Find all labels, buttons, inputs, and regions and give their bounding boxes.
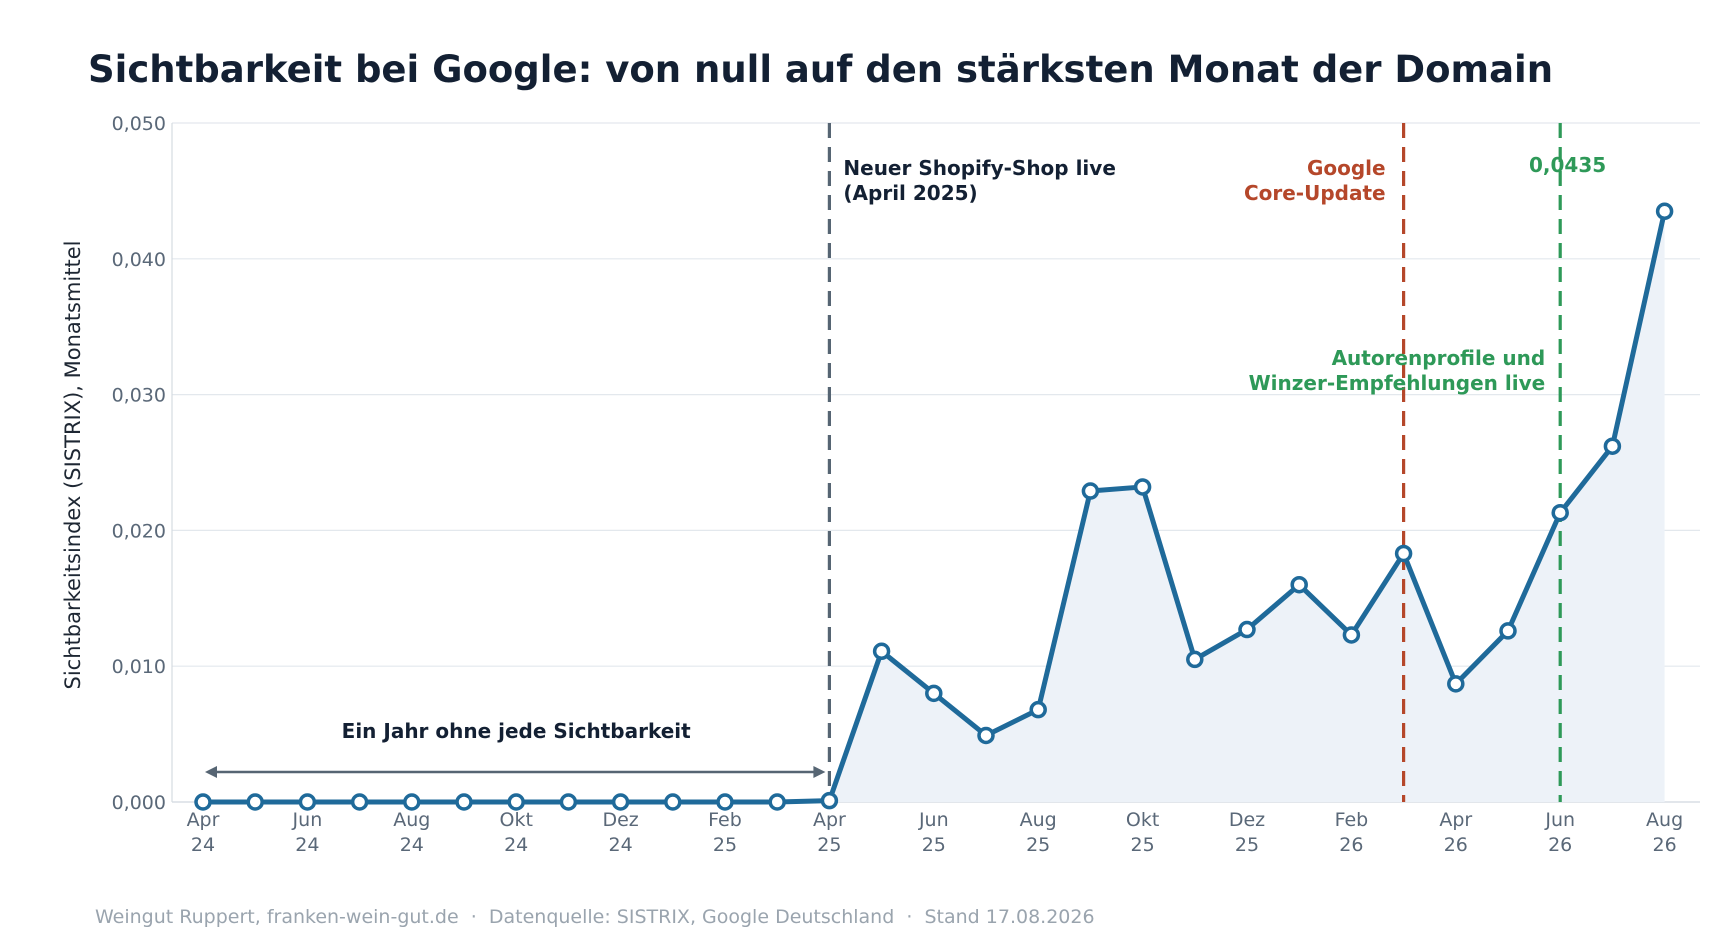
data-point: [820, 791, 839, 810]
x-tick-month: Jun: [918, 809, 949, 831]
data-point: [1499, 622, 1517, 640]
event-label: Winzer-Empfehlungen live: [1249, 371, 1546, 395]
y-axis-label: Sichtbarkeitsindex (SISTRIX), Monatsmitt…: [61, 241, 85, 690]
event-label: Core-Update: [1244, 181, 1386, 205]
data-point: [455, 793, 473, 811]
x-tick-year: 24: [295, 834, 319, 856]
x-tick-year: 25: [713, 834, 737, 856]
data-point: [1394, 544, 1413, 563]
data-point: [716, 793, 734, 811]
range-annotation-label: Ein Jahr ohne jede Sichtbarkeit: [342, 719, 692, 743]
series-area: [203, 211, 1665, 802]
x-tick-month: Aug: [1020, 809, 1057, 831]
event-label: Google: [1307, 156, 1386, 180]
data-point: [611, 793, 630, 811]
x-tick-year: 24: [191, 834, 215, 856]
data-point: [1290, 575, 1308, 594]
x-tick-year: 26: [1653, 834, 1677, 856]
data-point: [194, 793, 212, 811]
data-point: [507, 793, 525, 811]
y-tick-label: 0,050: [112, 113, 166, 135]
x-tick-year: 25: [922, 834, 946, 856]
x-tick-year: 26: [1444, 834, 1468, 856]
data-point: [925, 684, 943, 703]
x-tick-month: Dez: [1229, 809, 1265, 831]
peak-value-label: 0,0435: [1529, 153, 1606, 177]
range-arrow-head-left: [205, 766, 217, 778]
x-tick-year: 25: [1235, 834, 1259, 856]
x-tick-month: Jun: [292, 809, 323, 831]
data-point: [1081, 482, 1100, 500]
y-tick-label: 0,040: [112, 249, 166, 271]
x-tick-month: Okt: [499, 809, 532, 831]
data-point: [1238, 620, 1256, 639]
data-point: [1603, 437, 1622, 455]
data-point: [1029, 700, 1047, 719]
x-tick-year: 24: [609, 834, 633, 856]
data-point: [1551, 503, 1569, 522]
data-point: [403, 793, 421, 811]
data-point: [977, 726, 995, 745]
event-label: Autorenprofile und: [1332, 346, 1546, 370]
data-point: [768, 793, 786, 811]
x-tick-month: Apr: [813, 809, 846, 831]
x-tick-month: Apr: [187, 809, 220, 831]
chart-title: Sichtbarkeit bei Google: von null auf de…: [88, 48, 1553, 91]
x-tick-month: Feb: [708, 809, 742, 831]
data-point: [1655, 202, 1674, 221]
plot-area: 0,000 0,010 0,020 0,030 0,040 0,050 Apr 24 Jun 24…: [112, 113, 1700, 856]
y-tick-label: 0,000: [112, 792, 166, 814]
x-tick-month: Okt: [1126, 809, 1159, 831]
data-point: [1342, 626, 1361, 644]
data-point: [559, 793, 578, 811]
x-tick-month: Jun: [1544, 809, 1575, 831]
x-tick-year: 25: [1131, 834, 1155, 856]
x-tick-year: 25: [1026, 834, 1050, 856]
x-tick-month: Aug: [1646, 809, 1683, 831]
data-point: [1447, 675, 1465, 693]
x-tick-year: 26: [1339, 834, 1363, 856]
x-tick-year: 26: [1548, 834, 1572, 856]
y-tick-label: 0,030: [112, 385, 166, 407]
x-tick-year: 25: [817, 834, 841, 856]
data-point: [1186, 650, 1204, 669]
footer-note: Weingut Ruppert, franken-wein-gut.de · D…: [95, 906, 1095, 928]
y-tick-label: 0,010: [112, 656, 166, 678]
x-tick-month: Apr: [1439, 809, 1472, 831]
data-point: [246, 793, 264, 811]
x-tick-year: 24: [400, 834, 424, 856]
x-tick-month: Aug: [393, 809, 430, 831]
data-point: [350, 793, 369, 811]
y-tick-label: 0,020: [112, 520, 166, 542]
x-tick-month: Dez: [602, 809, 638, 831]
data-point: [1133, 478, 1152, 496]
data-point: [298, 793, 317, 811]
data-point: [872, 642, 891, 661]
range-arrow-head-right: [813, 766, 826, 778]
data-point: [664, 793, 682, 811]
event-label: (April 2025): [843, 181, 977, 205]
x-tick-year: 24: [504, 834, 528, 856]
event-label: Neuer Shopify-Shop live: [843, 156, 1116, 180]
x-tick-month: Feb: [1335, 809, 1369, 831]
